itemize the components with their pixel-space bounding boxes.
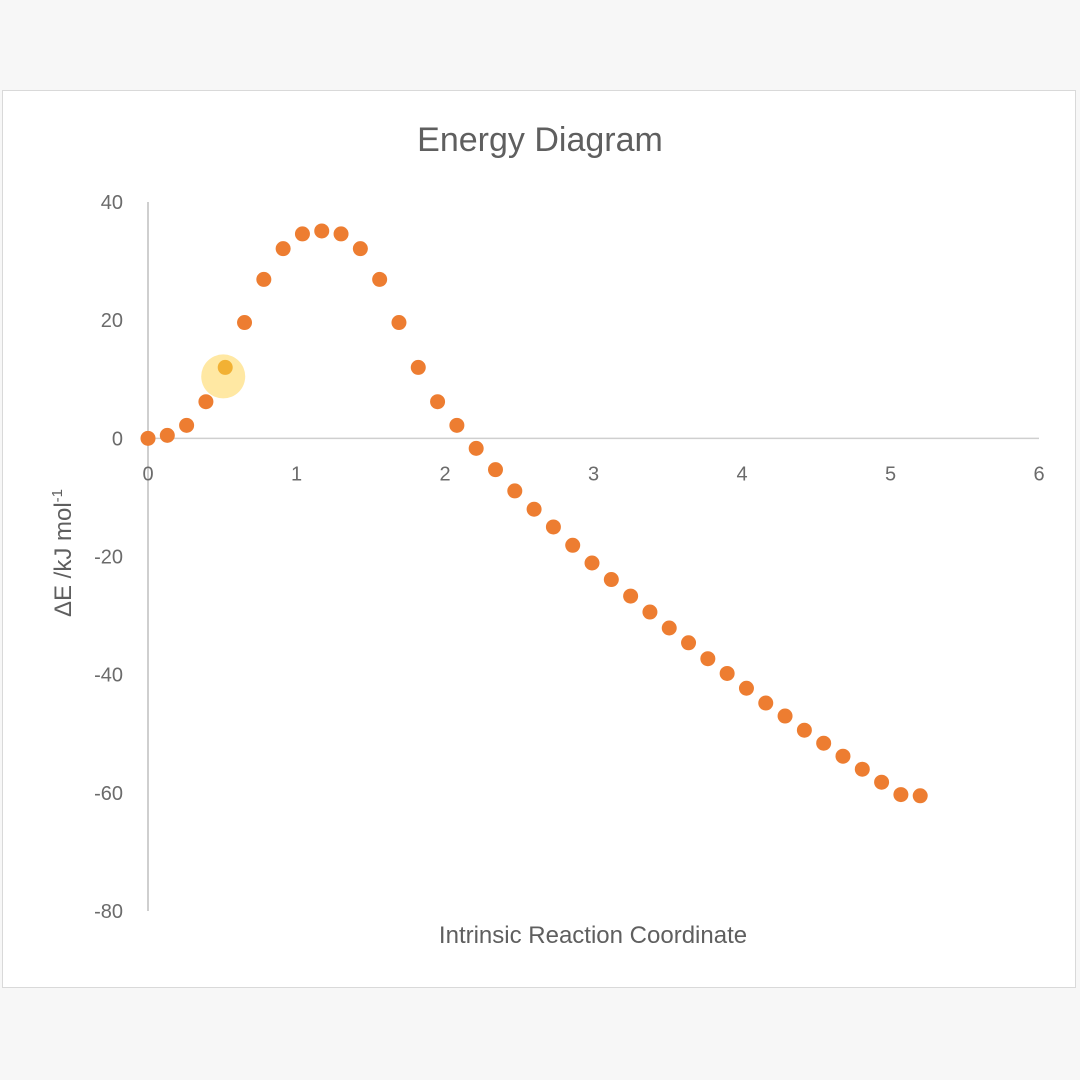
data-point <box>719 665 735 681</box>
y-axis-title-main: ΔE /kJ mol <box>50 502 77 617</box>
data-point <box>758 695 774 711</box>
x-tick-label: 6 <box>1033 463 1044 485</box>
data-point <box>468 440 484 456</box>
data-point <box>275 241 291 257</box>
data-point <box>449 417 465 433</box>
x-tick-label: 5 <box>885 463 896 485</box>
data-point <box>217 359 233 375</box>
data-point <box>545 519 561 535</box>
x-tick-label: 3 <box>588 463 599 485</box>
data-point <box>526 501 542 517</box>
y-tick-label: -80 <box>94 901 123 923</box>
data-point <box>816 735 832 751</box>
y-axis-title-superscript: -1 <box>49 489 66 502</box>
data-point <box>140 430 156 446</box>
data-point <box>854 761 870 777</box>
data-point <box>159 427 175 443</box>
x-tick-label: 1 <box>291 463 302 485</box>
data-point <box>796 722 812 738</box>
scatter-chart: Energy Diagram 40 20 0 -20 -40 -60 -80 0 1 2 3 4 5 6… <box>49 121 1045 949</box>
data-point <box>410 359 426 375</box>
data-point <box>487 462 503 478</box>
y-tick-label: -20 <box>94 547 123 569</box>
y-tick-label: -60 <box>94 783 123 805</box>
x-axis-ticks: 0 1 2 3 4 5 6 <box>142 463 1044 485</box>
data-point <box>584 555 600 571</box>
y-axis-title: ΔE /kJ mol-1 <box>49 489 77 617</box>
y-tick-label: 40 <box>101 192 123 214</box>
y-axis-ticks: 40 20 0 -20 -40 -60 -80 <box>94 192 123 923</box>
y-tick-label: 0 <box>112 428 123 450</box>
data-point <box>912 788 928 804</box>
data-point <box>391 315 407 331</box>
data-point <box>198 394 214 410</box>
highlight-circle <box>201 354 246 399</box>
x-tick-label: 4 <box>736 463 747 485</box>
data-point <box>623 588 639 604</box>
y-tick-label: -40 <box>94 665 123 687</box>
data-point <box>352 241 368 257</box>
data-point <box>738 680 754 696</box>
data-point <box>777 708 793 724</box>
data-point <box>372 271 388 287</box>
chart-card: Energy Diagram 40 20 0 -20 -40 -60 -80 0 1 2 3 4 5 6… <box>2 90 1076 988</box>
data-point <box>179 417 195 433</box>
data-point <box>681 635 697 651</box>
data-point <box>430 394 446 410</box>
data-point <box>835 748 851 764</box>
data-point <box>294 226 310 242</box>
data-point <box>256 271 272 287</box>
data-point <box>874 774 890 790</box>
y-tick-label: 20 <box>101 310 123 332</box>
data-point <box>700 651 716 667</box>
data-point <box>893 787 909 803</box>
data-point <box>507 483 523 499</box>
chart-title: Energy Diagram <box>417 121 663 159</box>
axes <box>147 202 1039 911</box>
data-points <box>140 223 928 804</box>
x-tick-label: 0 <box>142 463 153 485</box>
data-point <box>333 226 349 242</box>
x-axis-title: Intrinsic Reaction Coordinate <box>439 922 747 949</box>
x-tick-label: 2 <box>439 463 450 485</box>
data-point <box>661 620 677 636</box>
highlight-layer <box>201 354 246 399</box>
data-point <box>314 223 330 239</box>
data-point <box>565 537 581 553</box>
data-point <box>237 315 253 331</box>
data-point <box>603 572 619 588</box>
data-point <box>642 604 658 620</box>
